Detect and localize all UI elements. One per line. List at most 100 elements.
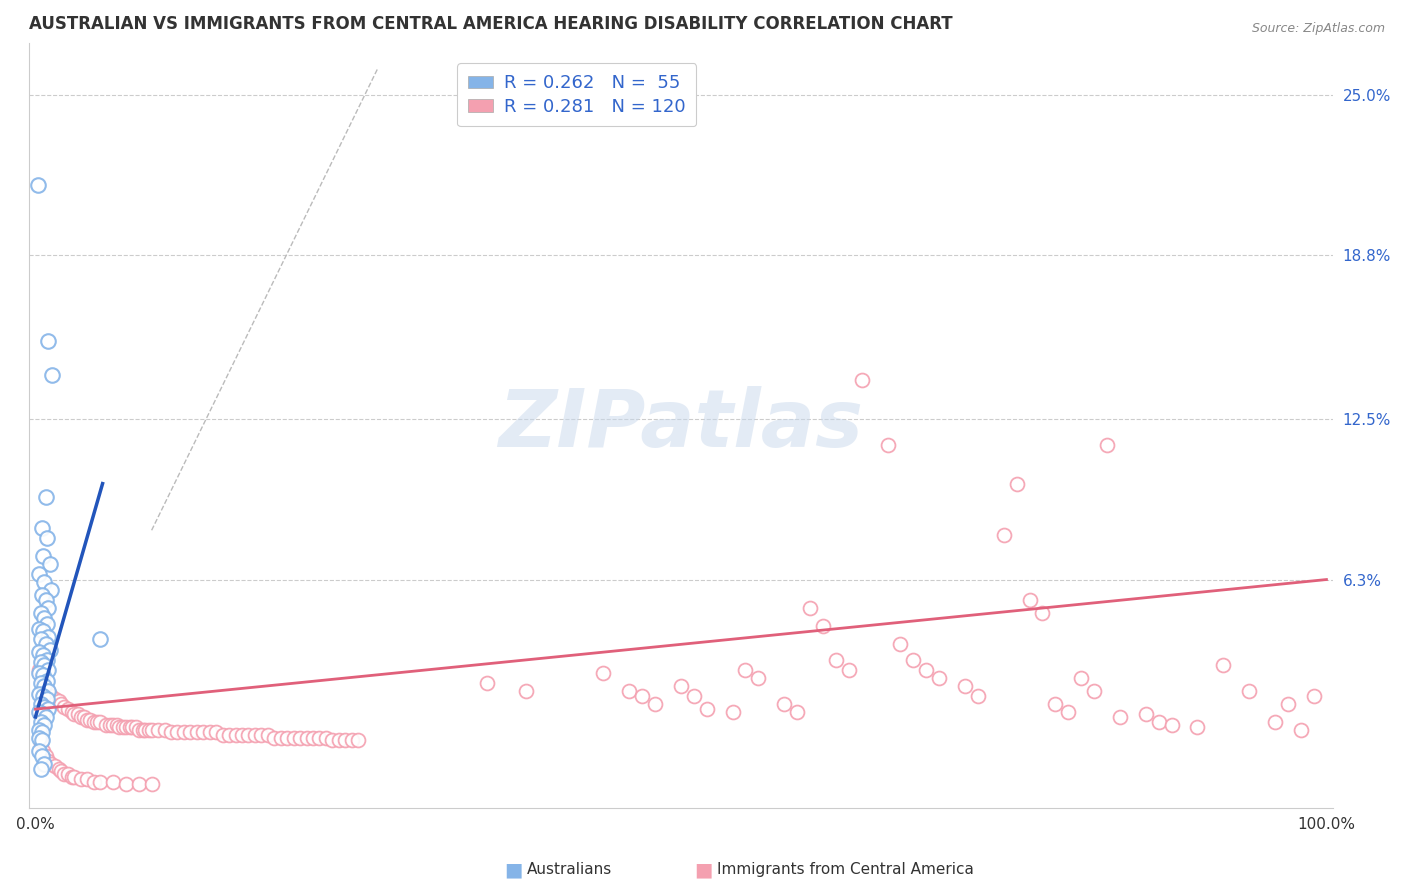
Point — [60, 705, 83, 719]
Point — [1057, 705, 1080, 719]
Point — [38, 642, 60, 657]
Point — [1277, 697, 1299, 711]
Point — [747, 671, 769, 685]
Point — [52, 699, 75, 714]
Point — [67, 707, 90, 722]
Point — [37, 684, 59, 698]
Point — [35, 593, 58, 607]
Point — [308, 731, 330, 745]
Point — [211, 728, 233, 742]
Point — [34, 679, 56, 693]
Point — [35, 490, 58, 504]
Point — [141, 723, 163, 737]
Point — [114, 720, 136, 734]
Point — [166, 725, 188, 739]
Text: ■: ■ — [503, 860, 523, 880]
Point — [799, 601, 821, 615]
Point — [48, 762, 70, 776]
Point — [288, 731, 311, 745]
Point — [35, 691, 58, 706]
Point — [44, 759, 66, 773]
Point — [967, 689, 990, 703]
Point — [37, 630, 59, 644]
Point — [238, 728, 260, 742]
Point — [141, 777, 163, 791]
Point — [179, 725, 201, 739]
Point — [125, 720, 148, 734]
Point — [1160, 717, 1182, 731]
Point — [34, 699, 56, 714]
Point — [734, 663, 756, 677]
Point — [138, 723, 160, 737]
Point — [86, 715, 108, 730]
Point — [37, 334, 59, 348]
Point — [250, 728, 273, 742]
Point — [953, 679, 976, 693]
Point — [34, 658, 56, 673]
Point — [83, 774, 105, 789]
Point — [1018, 593, 1040, 607]
Point — [347, 733, 370, 747]
Point — [811, 619, 834, 633]
Point — [83, 715, 105, 730]
Text: ZIPatlas: ZIPatlas — [499, 386, 863, 464]
Point — [121, 720, 143, 734]
Text: Immigrants from Central America: Immigrants from Central America — [717, 863, 974, 877]
Point — [335, 733, 357, 747]
Point — [32, 744, 55, 758]
Point — [1045, 697, 1067, 711]
Point — [32, 549, 55, 564]
Point — [128, 723, 150, 737]
Point — [30, 656, 52, 670]
Point — [1109, 710, 1132, 724]
Point — [889, 637, 911, 651]
Point — [28, 687, 51, 701]
Point — [515, 684, 537, 698]
Point — [1302, 689, 1324, 703]
Point — [73, 710, 96, 724]
Point — [1212, 658, 1234, 673]
Point — [101, 717, 124, 731]
Point — [69, 772, 91, 786]
Point — [79, 713, 101, 727]
Point — [31, 725, 53, 739]
Point — [32, 648, 55, 662]
Point — [56, 702, 79, 716]
Point — [31, 521, 53, 535]
Point — [256, 728, 278, 742]
Point — [28, 645, 51, 659]
Point — [89, 774, 111, 789]
Point — [76, 713, 98, 727]
Point — [37, 663, 59, 677]
Point — [28, 744, 51, 758]
Point — [38, 557, 60, 571]
Point — [32, 707, 55, 722]
Point — [153, 723, 176, 737]
Point — [34, 679, 56, 693]
Point — [28, 705, 51, 719]
Text: AUSTRALIAN VS IMMIGRANTS FROM CENTRAL AMERICA HEARING DISABILITY CORRELATION CHA: AUSTRALIAN VS IMMIGRANTS FROM CENTRAL AM… — [30, 15, 953, 33]
Point — [89, 715, 111, 730]
Point — [619, 684, 641, 698]
Point — [35, 531, 58, 545]
Point — [186, 725, 208, 739]
Point — [98, 717, 121, 731]
Point — [270, 731, 292, 745]
Point — [28, 567, 51, 582]
Point — [31, 588, 53, 602]
Point — [63, 707, 86, 722]
Point — [1289, 723, 1312, 737]
Point — [696, 702, 718, 716]
Point — [915, 663, 938, 677]
Point — [225, 728, 247, 742]
Point — [328, 733, 350, 747]
Point — [31, 671, 53, 685]
Point — [193, 725, 215, 739]
Point — [644, 697, 666, 711]
Point — [44, 691, 66, 706]
Point — [52, 767, 75, 781]
Point — [928, 671, 950, 685]
Point — [28, 665, 51, 680]
Point — [39, 756, 62, 771]
Point — [63, 770, 86, 784]
